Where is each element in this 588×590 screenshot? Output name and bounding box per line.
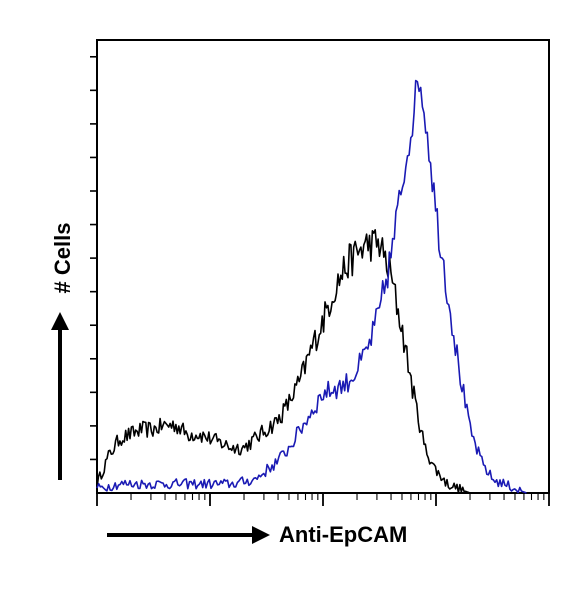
y-axis-ticks [90,55,97,461]
x-axis-arrow-head [252,526,270,544]
series-line-2 [96,79,527,494]
series-layer [96,79,527,494]
plot-frame [96,39,550,494]
y-axis-label: # Cells [50,223,75,294]
y-axis-arrow-head [51,312,69,330]
series-line-1 [96,229,471,494]
x-axis-label: Anti-EpCAM [279,522,407,547]
x-axis-ticks [96,493,550,506]
